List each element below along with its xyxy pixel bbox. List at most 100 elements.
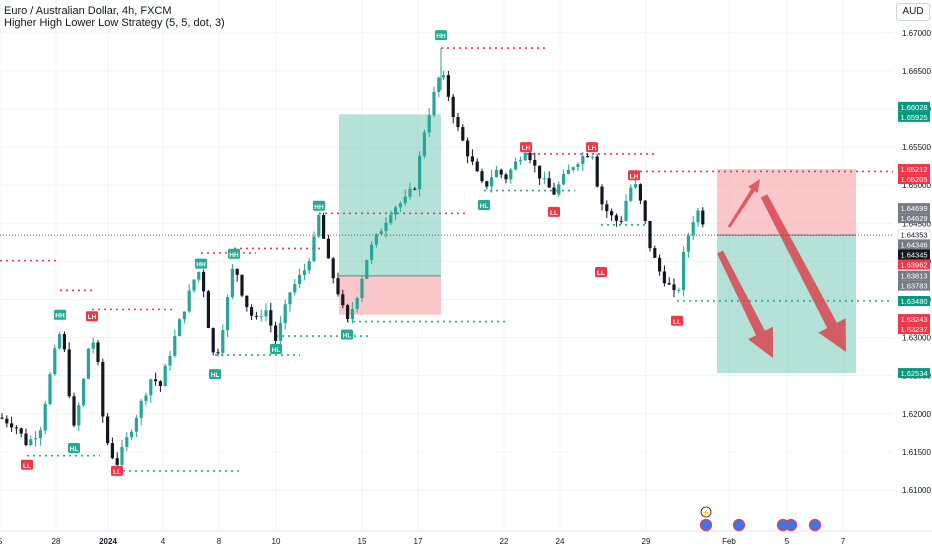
- candle: [187, 290, 191, 312]
- pivot-badge: [195, 258, 207, 269]
- price-tag: 1.64629: [898, 213, 930, 224]
- y-tick-label: 1.65500: [902, 143, 931, 152]
- candle: [254, 315, 258, 317]
- candle: [624, 200, 628, 221]
- candle: [562, 174, 566, 185]
- pivot-label-hl: HL: [209, 369, 221, 380]
- candle: [149, 379, 153, 396]
- pivot-text: LL: [597, 270, 605, 277]
- candle: [389, 214, 393, 223]
- candle: [221, 330, 225, 353]
- timeline-events[interactable]: ⚡: [699, 506, 822, 532]
- time-axis[interactable]: 5 28 2024 4 8 10 15 17 22 24 29 Feb 5 7: [0, 530, 932, 546]
- candle: [96, 342, 100, 362]
- candle: [413, 188, 417, 190]
- candle: [629, 187, 633, 201]
- candle: [58, 334, 62, 349]
- candle: [14, 427, 18, 429]
- pivot-badge: [313, 200, 325, 211]
- candle: [422, 132, 426, 156]
- price-tag-text: 1.64345: [900, 250, 927, 259]
- price-tag-bg: [898, 368, 930, 379]
- x-tick-label: Feb: [722, 537, 736, 546]
- flag-icon: [732, 518, 746, 532]
- candle: [538, 165, 542, 179]
- candle: [86, 348, 90, 379]
- candle: [576, 164, 580, 168]
- candle: [283, 304, 287, 324]
- candle: [398, 203, 402, 208]
- price-tag-bg: [898, 280, 930, 291]
- arrow-shape: [760, 194, 846, 352]
- pivot-text: LH: [88, 314, 97, 321]
- candle: [461, 127, 465, 141]
- pivot-label-lh: LH: [628, 170, 640, 181]
- candle: [442, 75, 446, 78]
- candle: [211, 328, 215, 353]
- candle: [682, 251, 686, 290]
- candle: [302, 270, 306, 275]
- candle: [298, 274, 302, 285]
- candle: [528, 152, 532, 161]
- candle: [490, 177, 494, 187]
- pivot-label-hl: HL: [478, 200, 490, 210]
- candle: [466, 140, 470, 157]
- flag-icon: [784, 518, 798, 532]
- candle: [322, 215, 326, 239]
- candle: [34, 438, 38, 440]
- drawn-arrows[interactable]: [717, 179, 846, 358]
- candle: [370, 244, 374, 260]
- currency-badge[interactable]: AUD: [896, 3, 930, 21]
- pivot-text: HL: [343, 333, 352, 340]
- candle: [178, 319, 182, 337]
- candle: [134, 417, 138, 432]
- candle: [163, 365, 167, 387]
- candle: [216, 352, 220, 354]
- pivot-badge: [341, 329, 353, 340]
- candle: [648, 220, 652, 249]
- candle: [278, 323, 282, 341]
- price-tag-text: 1.65212: [900, 165, 927, 174]
- price-tag-bg: [898, 296, 930, 306]
- pivot-text: HH: [436, 33, 446, 40]
- flag-icon: [808, 518, 822, 532]
- price-axis[interactable]: 1.610001.615001.620001.625001.630001.635…: [897, 29, 931, 495]
- candle: [451, 96, 455, 118]
- y-tick-label: 1.61500: [902, 448, 931, 457]
- candle: [307, 261, 311, 271]
- candle: [394, 207, 398, 215]
- candle: [662, 271, 666, 284]
- candle: [158, 381, 162, 387]
- candle: [250, 307, 254, 316]
- pivot-text: HH: [196, 262, 206, 269]
- candle: [82, 378, 86, 406]
- position-zones: [339, 114, 856, 374]
- candle: [658, 257, 662, 272]
- candle: [360, 278, 364, 298]
- candle: [288, 292, 292, 305]
- candle: [581, 156, 585, 165]
- y-tick-label: 1.66500: [902, 67, 931, 76]
- price-tag: 1.64353: [897, 229, 931, 240]
- candle: [504, 174, 508, 180]
- candle: [595, 156, 599, 187]
- pivot-text: LL: [673, 319, 681, 326]
- candle: [523, 152, 527, 161]
- pivot-label-ll: LL: [671, 315, 683, 326]
- candle: [552, 187, 556, 195]
- strategy-legend[interactable]: Higher High Lower Low Strategy (5, 5, do…: [4, 17, 225, 29]
- pivot-text: LL: [113, 469, 121, 476]
- pivot-badge: [270, 344, 282, 354]
- y-tick-label: 1.67000: [902, 29, 931, 38]
- pivot-badge: [209, 369, 221, 380]
- candle: [614, 215, 618, 221]
- candle: [547, 178, 551, 188]
- pivot-badge: [21, 459, 33, 470]
- candle: [494, 169, 498, 178]
- pivot-label-hh: HH: [228, 248, 240, 259]
- candle: [5, 418, 9, 424]
- candle: [293, 284, 297, 293]
- pivot-badge: [520, 142, 532, 153]
